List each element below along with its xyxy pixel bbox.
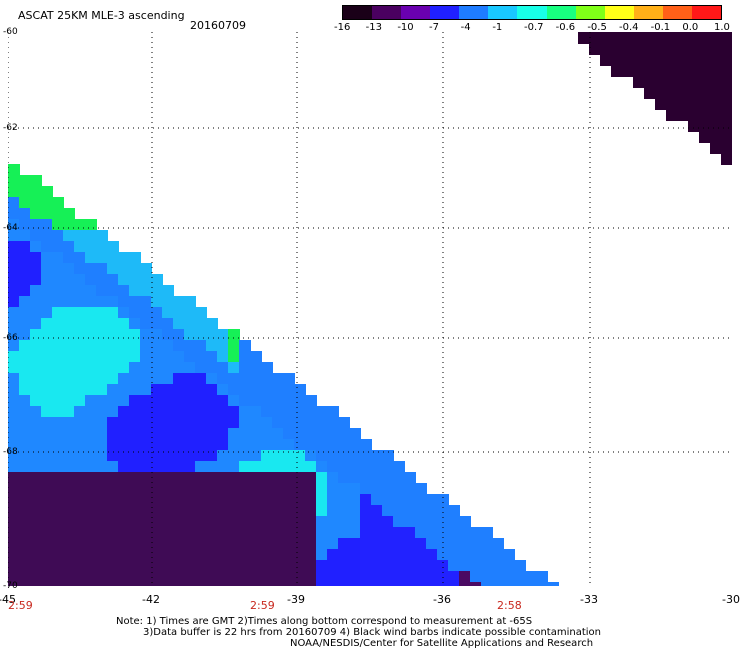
colorbar-tick-label: -10 <box>397 22 414 33</box>
longitude-tick-label: -36 <box>433 593 451 606</box>
colorbar-tick-label: -0.1 <box>650 22 671 33</box>
colorbar-swatch <box>575 6 605 19</box>
colorbar-swatch <box>662 6 692 19</box>
latitude-tick-label: -70 <box>3 581 18 591</box>
map-plot <box>8 32 732 586</box>
longitude-tick-label: -39 <box>287 593 305 606</box>
colorbar-tick-label: -0.5 <box>587 22 607 33</box>
colorbar-swatch <box>546 6 576 19</box>
colorbar <box>342 5 722 20</box>
longitude-tick-label: -42 <box>142 593 160 606</box>
latitude-tick-label: -68 <box>3 447 18 457</box>
note-line-1: Note: 1) Times are GMT 2)Times along bot… <box>116 616 533 627</box>
longitude-tick-label: -33 <box>580 593 598 606</box>
colorbar-swatch <box>372 6 402 19</box>
map-date: 20160709 <box>190 19 246 32</box>
colorbar-tick-label: -16 <box>334 22 351 33</box>
colorbar-tick-label: -4 <box>460 22 471 33</box>
colorbar-tick-label: -7 <box>429 22 439 33</box>
longitude-tick-label: -30 <box>722 593 740 606</box>
latitude-tick-label: -66 <box>3 333 18 343</box>
colorbar-tick-label: -13 <box>365 22 382 33</box>
pass-time-2: 2:59 <box>250 599 275 612</box>
colorbar-tick-label: -0.7 <box>524 22 544 33</box>
colorbar-swatch <box>488 6 518 19</box>
colorbar-tick-label: -0.4 <box>619 22 639 33</box>
colorbar-swatch <box>401 6 431 19</box>
colorbar-tick-label: -0.6 <box>555 22 576 33</box>
colorbar-tick-label: 0.0 <box>682 22 699 33</box>
colorbar-swatch <box>430 6 460 19</box>
note-line-3: NOAA/NESDIS/Center for Satellite Applica… <box>290 638 594 649</box>
colorbar-swatch <box>459 6 489 19</box>
latitude-tick-label: -62 <box>3 123 18 133</box>
pass-time-3: 2:58 <box>497 599 522 612</box>
map-title: ASCAT 25KM MLE-3 ascending <box>18 9 185 22</box>
latitude-tick-label: -64 <box>3 223 18 233</box>
map-svg <box>8 32 732 586</box>
pass-time-1: 2:59 <box>8 599 33 612</box>
colorbar-swatch <box>517 6 547 19</box>
longitude-tick-label: -45 <box>0 593 16 606</box>
colorbar-swatch <box>633 6 663 19</box>
colorbar-tick-label: 1.0 <box>714 22 730 33</box>
colorbar-swatch <box>343 6 373 19</box>
colorbar-tick-label: -1 <box>492 22 503 33</box>
note-line-2: 3)Data buffer is 22 hrs from 20160709 4)… <box>143 627 601 638</box>
latitude-tick-label: -60 <box>3 27 18 37</box>
colorbar-swatch <box>604 6 634 19</box>
colorbar-swatch <box>691 6 722 19</box>
